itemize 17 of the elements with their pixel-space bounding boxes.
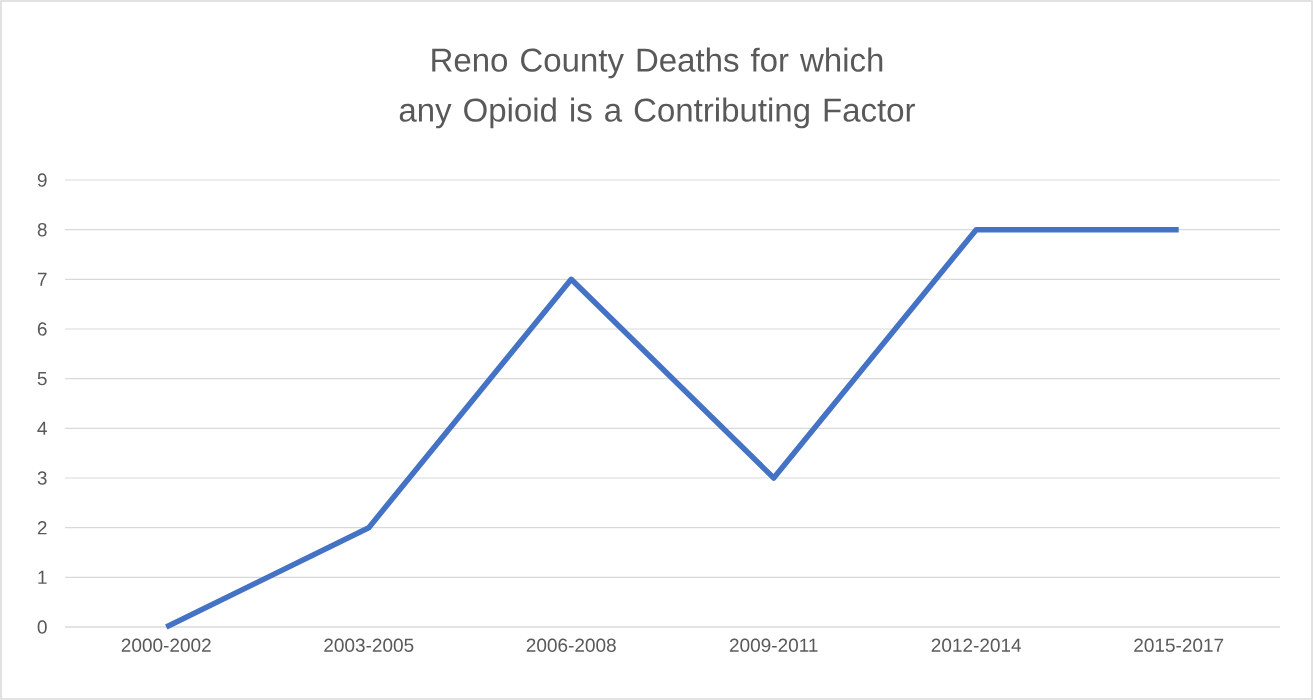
x-tick-label: 2006-2008 [526,638,616,652]
y-tick-label: 7 [37,272,47,286]
x-tick-label: 2003-2005 [324,638,414,652]
y-tick-label: 5 [37,372,47,386]
x-tick-label: 2015-2017 [1134,638,1224,652]
y-tick-label: 8 [37,222,47,237]
y-tick-label: 4 [37,421,47,435]
chart-title: Reno County Deaths for which any Opioid is a Contributing Factor [399,47,915,129]
y-tick-label: 3 [37,471,47,485]
y-tick-label: 1 [38,570,47,584]
y-tick-label: 0 [37,620,47,634]
y-tick-label: 6 [37,322,47,336]
x-tick-label: 2000-2002 [121,638,211,652]
x-tick-label: 2012-2014 [931,638,1022,652]
x-tick-label: 2009-2011 [729,638,818,652]
y-tick-label: 9 [37,173,47,187]
y-tick-label: 2 [37,521,47,535]
